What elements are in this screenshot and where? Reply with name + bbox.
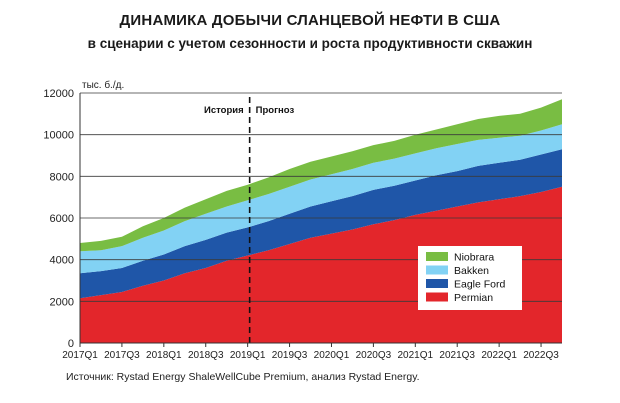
chart-subtitle: в сценарии с учетом сезонности и роста п… [87,36,533,51]
y-tick-label: 12000 [43,88,74,100]
area-eagle-ford [80,149,562,299]
x-tick-label: 2020Q3 [356,350,392,361]
y-axis-unit: тыс. б./д. [82,79,124,91]
x-tick-label: 2018Q3 [188,350,224,361]
forecast-label: Прогноз [256,105,295,116]
x-tick-label: 2018Q1 [146,350,182,361]
legend-swatch-eagle-ford [426,279,448,288]
x-tick-label: 2022Q3 [523,350,559,361]
y-tick-label: 6000 [50,213,74,225]
legend-label-niobrara: Niobrara [454,252,494,264]
legend-label-bakken: Bakken [454,265,489,277]
y-tick-label: 0 [68,338,74,350]
history-label: История [204,105,244,116]
x-tick-label: 2022Q1 [481,350,517,361]
legend-label-eagle-ford: Eagle Ford [454,279,506,291]
x-tick-label: 2019Q1 [230,350,266,361]
y-tick-label: 4000 [50,255,74,267]
source-note: Источник: Rystad Energy ShaleWellCube Pr… [66,371,420,383]
x-tick-label: 2021Q1 [398,350,434,361]
area-bakken [80,124,562,274]
y-tick-label: 8000 [50,171,74,183]
x-tick-label: 2017Q3 [104,350,140,361]
area-niobrara [80,99,562,252]
x-tick-label: 2020Q1 [314,350,350,361]
legend-label-permian: Permian [454,292,493,304]
y-tick-label: 10000 [43,130,74,142]
x-tick-label: 2019Q3 [272,350,308,361]
legend-swatch-permian [426,292,448,302]
x-tick-label: 2017Q1 [62,350,98,361]
history-forecast-divider: История Прогноз [204,97,294,343]
y-tick-label: 2000 [50,296,74,308]
axes: 0 2000 4000 6000 8000 10000 12000 тыс. б./д. 201… [43,79,562,361]
legend-swatch-niobrara [426,252,448,261]
legend-swatch-bakken [426,265,448,275]
x-tick-label: 2021Q3 [439,350,475,361]
chart-title: ДИНАМИКА ДОБЫЧИ СЛАНЦЕВОЙ НЕФТИ В США [119,12,501,29]
